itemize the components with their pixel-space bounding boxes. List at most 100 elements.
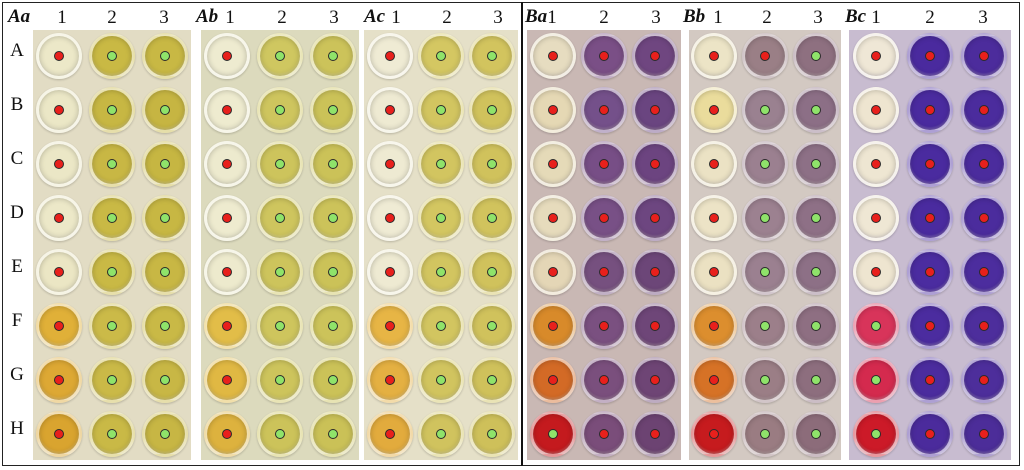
marker-red [547, 159, 558, 169]
marker-red [709, 213, 720, 223]
panel-title: Ac [364, 6, 386, 27]
marker-red [979, 429, 989, 439]
column-label-1: 1 [391, 7, 401, 28]
marker-green [487, 375, 498, 385]
column-label-1: 1 [547, 7, 557, 28]
marker-green [327, 213, 338, 223]
marker-red [384, 375, 395, 385]
marker-green [487, 105, 498, 115]
marker-red [599, 375, 609, 385]
marker-red [650, 375, 661, 385]
column-label-1: 1 [713, 7, 723, 28]
marker-green [275, 321, 285, 331]
marker-red [979, 321, 989, 331]
well-plate [689, 30, 841, 460]
marker-red [547, 321, 558, 331]
marker-green [107, 321, 117, 331]
well-g1 [36, 357, 83, 403]
marker-green [436, 429, 446, 439]
marker-green [159, 321, 170, 331]
marker-red [599, 51, 609, 61]
well-h2 [418, 411, 464, 457]
marker-green [275, 429, 285, 439]
marker-green [107, 213, 117, 223]
marker-green [159, 159, 170, 169]
marker-red [925, 159, 935, 169]
marker-red [384, 159, 395, 169]
marker-green [275, 375, 285, 385]
marker-red [547, 213, 558, 223]
marker-green [436, 213, 446, 223]
marker-red [650, 267, 661, 277]
well-c3 [469, 141, 516, 187]
marker-green [159, 51, 170, 61]
marker-green [810, 429, 821, 439]
row-label-e: E [11, 256, 23, 277]
column-label-2: 2 [107, 7, 117, 28]
marker-red [650, 321, 661, 331]
marker-red [222, 321, 233, 331]
column-label-3: 3 [978, 7, 988, 28]
marker-green [487, 321, 498, 331]
marker-green [275, 159, 285, 169]
column-label-3: 3 [329, 7, 339, 28]
marker-red [925, 321, 935, 331]
marker-green [760, 429, 770, 439]
marker-red [54, 213, 65, 223]
marker-green [107, 51, 117, 61]
well-a3 [309, 33, 356, 79]
marker-green [327, 51, 338, 61]
row-label-c: C [10, 148, 24, 169]
marker-green [760, 105, 770, 115]
marker-red [979, 375, 989, 385]
marker-red [54, 321, 65, 331]
marker-red [384, 267, 395, 277]
well-a1 [691, 33, 738, 79]
group-divider [521, 2, 523, 466]
marker-red [925, 51, 935, 61]
marker-green [107, 267, 117, 277]
well-c1 [853, 141, 899, 187]
well-b3 [469, 87, 516, 133]
well-plate [527, 30, 681, 460]
well-f2 [742, 303, 788, 349]
well-h2 [581, 411, 627, 457]
marker-red [54, 51, 65, 61]
marker-red [54, 159, 65, 169]
well-e1 [691, 249, 738, 295]
panel-title: Ab [196, 6, 219, 27]
marker-green [760, 213, 770, 223]
marker-red [709, 375, 720, 385]
marker-green [760, 159, 770, 169]
well-d2 [581, 195, 627, 241]
marker-red [925, 267, 935, 277]
panel-title: Bc [845, 6, 867, 27]
marker-green [436, 159, 446, 169]
marker-red [54, 105, 65, 115]
well-a3 [632, 33, 679, 79]
marker-red [709, 267, 720, 277]
marker-red [384, 51, 395, 61]
marker-green [107, 375, 117, 385]
column-label-3: 3 [813, 7, 823, 28]
marker-red [979, 159, 989, 169]
marker-red [384, 213, 395, 223]
marker-green [487, 159, 498, 169]
well-b2 [907, 87, 953, 133]
marker-green [810, 51, 821, 61]
well-plate [364, 30, 518, 460]
well-f1 [691, 303, 738, 349]
marker-red [599, 429, 609, 439]
marker-red [650, 429, 661, 439]
marker-green [159, 429, 170, 439]
column-label-1: 1 [225, 7, 235, 28]
marker-red [222, 51, 233, 61]
marker-red [709, 105, 720, 115]
column-label-1: 1 [871, 7, 881, 28]
well-d1 [853, 195, 899, 241]
marker-green [871, 321, 881, 331]
marker-red [925, 429, 935, 439]
marker-green [327, 321, 338, 331]
marker-red [871, 105, 881, 115]
